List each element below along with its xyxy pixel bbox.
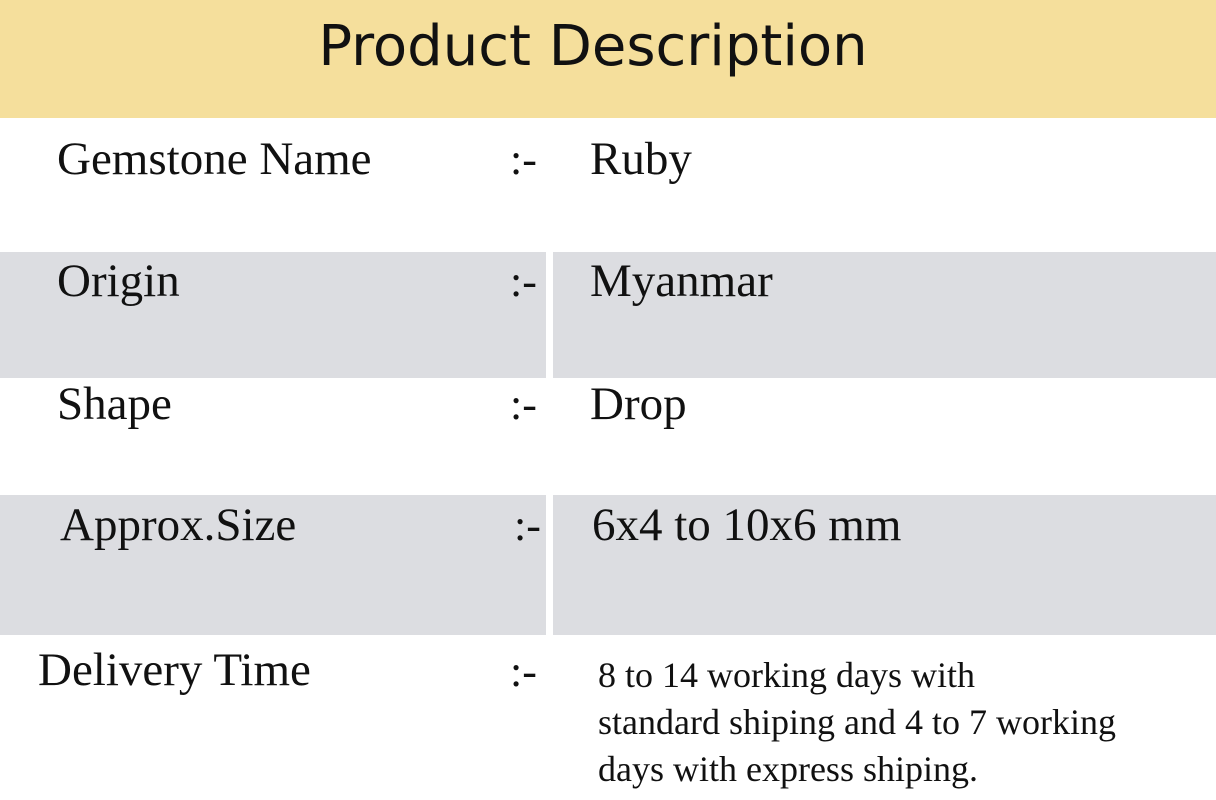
value-gemstone-name: Ruby <box>590 133 692 185</box>
separator: :- <box>510 380 537 429</box>
value-shape: Drop <box>590 378 687 430</box>
row-band-label <box>0 495 546 635</box>
separator: :- <box>510 135 537 184</box>
separator: :- <box>510 647 537 696</box>
label-approx-size: Approx.Size <box>60 499 297 551</box>
separator: :- <box>514 501 541 550</box>
value-delivery-time: 8 to 14 working days with standard shipi… <box>598 655 1116 789</box>
separator: :- <box>510 257 537 306</box>
row-band-value <box>553 252 1216 378</box>
page-title: Product Description <box>318 14 868 79</box>
label-gemstone-name: Gemstone Name <box>57 133 372 185</box>
label-shape: Shape <box>57 378 172 430</box>
value-approx-size: 6x4 to 10x6 mm <box>592 499 902 551</box>
row-band-value <box>553 495 1216 635</box>
row-band-label <box>0 252 546 378</box>
label-origin: Origin <box>57 255 180 307</box>
value-origin: Myanmar <box>590 255 773 307</box>
label-delivery-time: Delivery Time <box>38 644 311 696</box>
header-banner: Product Description <box>0 0 1216 118</box>
